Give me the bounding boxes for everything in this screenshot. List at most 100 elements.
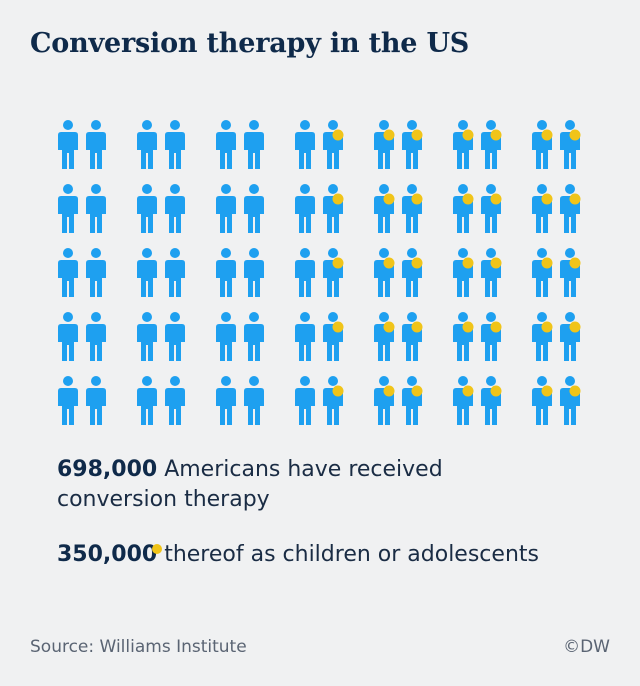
child-dot-mark (332, 129, 344, 141)
person-icon (374, 184, 395, 233)
person-icon (560, 312, 581, 361)
person-icon (137, 120, 157, 169)
person-icon (323, 312, 344, 361)
person-icon (165, 312, 185, 361)
person-icon (532, 184, 553, 233)
chart-title: Conversion therapy in the US (30, 28, 470, 59)
person-icon (323, 376, 344, 425)
person-icon (244, 184, 264, 233)
child-dot-mark (490, 129, 502, 141)
person-icon (402, 184, 423, 233)
person-icon (244, 248, 264, 297)
person-icon (244, 376, 264, 425)
person-icon (453, 376, 474, 425)
stat-total-text: Americans have received conversion thera… (57, 457, 443, 512)
person-icon (244, 120, 264, 169)
child-dot-mark (411, 193, 423, 205)
person-icon (402, 376, 423, 425)
person-icon (295, 120, 315, 169)
person-icon (374, 120, 395, 169)
child-dot-mark (490, 385, 502, 397)
child-dot-mark (462, 385, 474, 397)
child-dot-mark (541, 385, 553, 397)
yellow-dot-icon (152, 544, 163, 554)
person-icon (402, 248, 423, 297)
person-icon (481, 376, 502, 425)
person-icon (137, 184, 157, 233)
person-icon (58, 184, 78, 233)
child-dot-mark (383, 257, 395, 269)
child-dot-mark (462, 257, 474, 269)
person-icon (58, 248, 78, 297)
child-dot-mark (569, 385, 581, 397)
child-dot-mark (541, 321, 553, 333)
person-icon (295, 376, 315, 425)
person-icon (216, 184, 236, 233)
person-icon (244, 312, 264, 361)
person-icon (481, 120, 502, 169)
person-icon (532, 120, 553, 169)
child-dot-mark (569, 193, 581, 205)
person-icon (165, 120, 185, 169)
person-icon (165, 184, 185, 233)
child-dot-mark (490, 321, 502, 333)
person-icon (481, 312, 502, 361)
person-icon (58, 376, 78, 425)
pictogram-chart (58, 120, 581, 425)
child-dot-mark (383, 385, 395, 397)
child-dot-mark (462, 129, 474, 141)
child-dot-mark (411, 257, 423, 269)
person-icon (86, 184, 106, 233)
child-dot-mark (462, 321, 474, 333)
person-icon (323, 184, 344, 233)
person-icon (137, 376, 157, 425)
child-dot-mark (569, 321, 581, 333)
person-icon (165, 248, 185, 297)
person-icon (323, 248, 344, 297)
child-dot-mark (541, 193, 553, 205)
person-icon (295, 248, 315, 297)
person-icon (165, 376, 185, 425)
child-dot-mark (383, 193, 395, 205)
dw-credit: ©DW (563, 637, 610, 657)
child-dot-mark (462, 193, 474, 205)
person-icon (481, 184, 502, 233)
child-dot-mark (383, 129, 395, 141)
person-icon (560, 120, 581, 169)
person-icon (137, 248, 157, 297)
person-icon (532, 312, 553, 361)
person-icon (453, 248, 474, 297)
person-icon (323, 120, 344, 169)
child-dot-mark (541, 129, 553, 141)
child-dot-mark (332, 193, 344, 205)
child-dot-mark (411, 129, 423, 141)
person-icon (137, 312, 157, 361)
stat-children: 350,000 thereof as children or adolescen… (57, 540, 617, 570)
child-dot-mark (383, 321, 395, 333)
child-dot-mark (490, 193, 502, 205)
child-dot-mark (411, 385, 423, 397)
person-icon (560, 376, 581, 425)
child-dot-mark (332, 257, 344, 269)
child-dot-mark (332, 321, 344, 333)
person-icon (295, 312, 315, 361)
person-icon (216, 120, 236, 169)
child-dot-mark (490, 257, 502, 269)
person-icon (374, 312, 395, 361)
person-icon (453, 312, 474, 361)
person-icon (216, 248, 236, 297)
person-icon (86, 120, 106, 169)
person-icon (402, 120, 423, 169)
source-note: Source: Williams Institute (30, 637, 247, 657)
person-icon (532, 376, 553, 425)
person-icon (86, 248, 106, 297)
person-icon (560, 248, 581, 297)
person-icon (453, 184, 474, 233)
stat-children-text: thereof as children or adolescents (157, 542, 539, 567)
person-icon (216, 312, 236, 361)
stat-total-number: 698,000 (57, 457, 158, 482)
person-icon (58, 312, 78, 361)
stat-children-number: 350,000 (57, 542, 158, 567)
person-icon (532, 248, 553, 297)
person-icon (86, 312, 106, 361)
